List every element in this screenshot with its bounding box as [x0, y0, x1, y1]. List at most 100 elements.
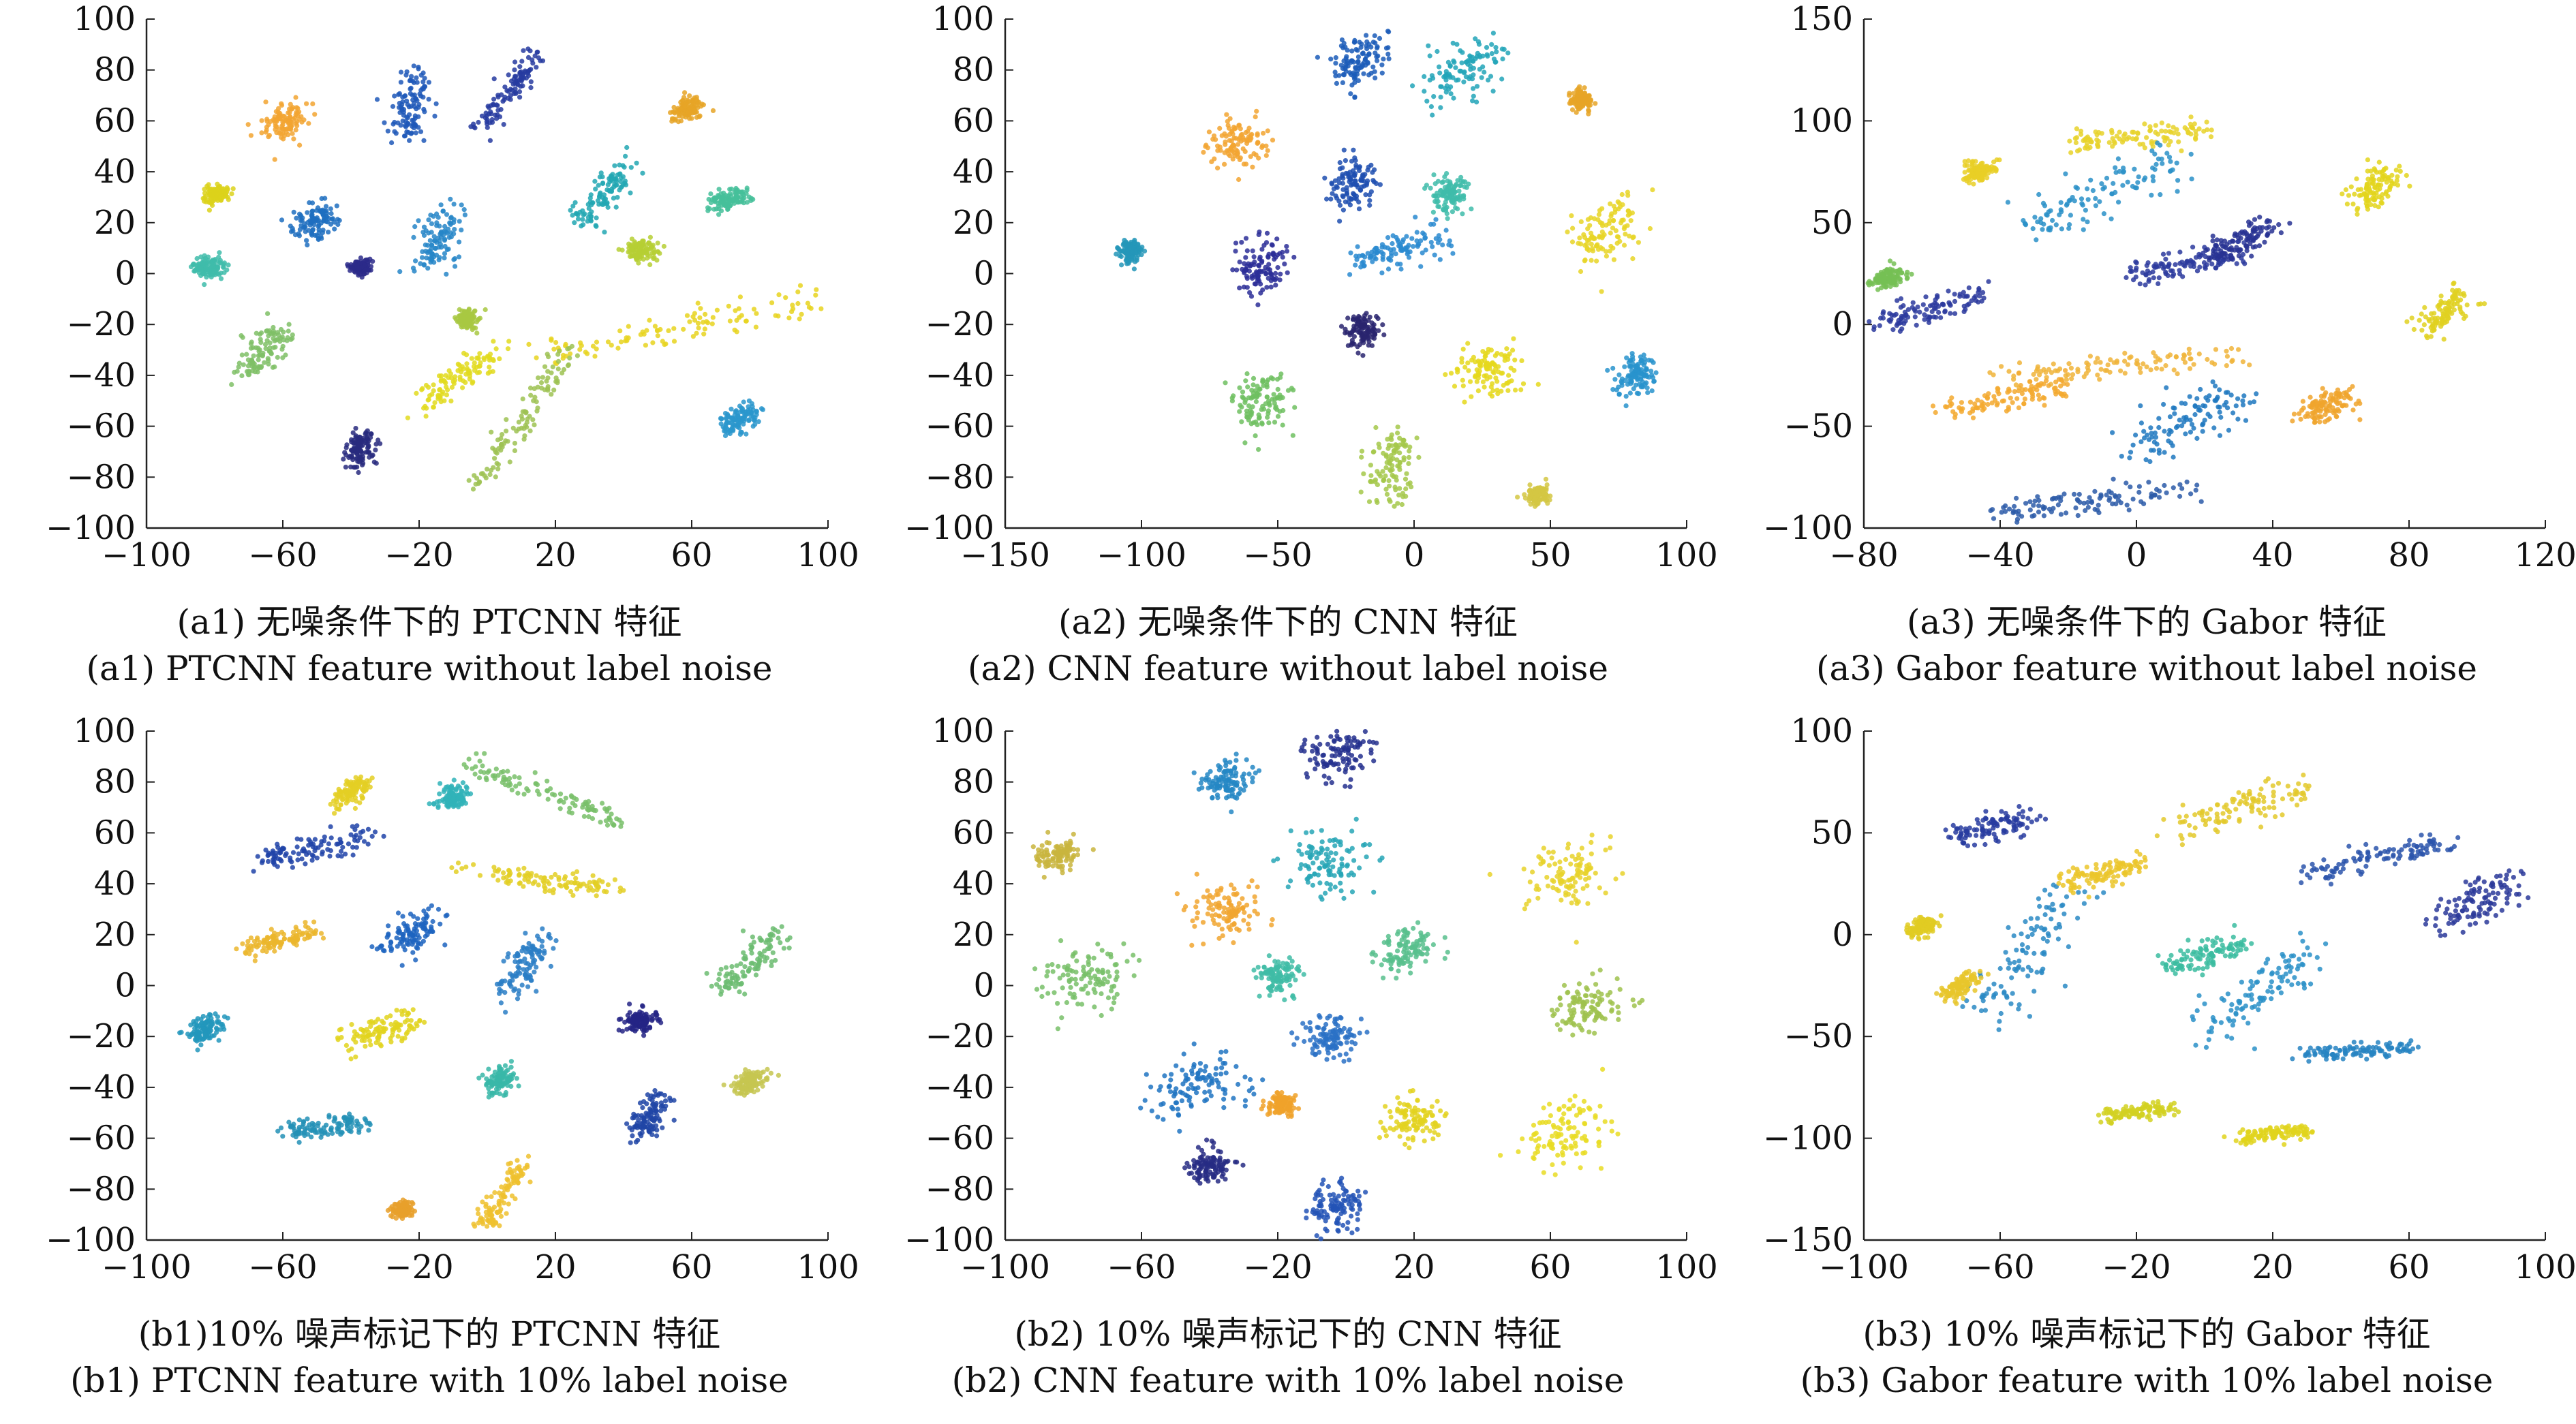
data-point [2188, 356, 2194, 362]
data-point [1244, 414, 1250, 420]
data-point [2063, 373, 2068, 378]
data-point [1940, 301, 1946, 307]
data-point [440, 389, 446, 394]
data-point [1487, 374, 1493, 380]
data-point [2064, 377, 2069, 382]
data-point [2176, 139, 2181, 144]
data-point [572, 220, 577, 226]
data-point [470, 311, 475, 317]
data-point [643, 247, 649, 252]
data-point [2087, 144, 2093, 150]
x-tick: −150 [960, 520, 1050, 574]
data-point [1441, 179, 1446, 185]
data-point [2096, 138, 2102, 144]
data-point [2046, 367, 2052, 372]
data-point [2252, 217, 2258, 222]
data-point [1927, 303, 1933, 309]
data-point [419, 255, 425, 260]
data-point [1236, 176, 1242, 183]
data-point [314, 233, 320, 238]
data-point [1474, 99, 1479, 105]
data-point [1629, 368, 1634, 374]
data-point [1936, 304, 1942, 309]
data-point [2159, 120, 2164, 125]
data-point [2075, 369, 2081, 375]
data-point [1375, 469, 1380, 474]
data-point [1495, 391, 1501, 397]
y-tick: −40 [67, 356, 155, 394]
data-point [773, 313, 778, 318]
data-point [1867, 319, 1872, 324]
x-tick: 50 [1529, 520, 1571, 574]
data-point [1387, 483, 1392, 489]
data-point [2109, 130, 2115, 136]
data-point [776, 292, 782, 298]
data-point [2446, 304, 2451, 310]
cluster-5 [1322, 147, 1383, 224]
data-point [1375, 482, 1380, 488]
data-point [406, 104, 412, 110]
data-point [549, 337, 554, 343]
data-point [426, 97, 431, 102]
data-point [2023, 221, 2028, 227]
data-point [1328, 57, 1334, 62]
data-point [1349, 330, 1354, 336]
data-point [1621, 217, 1626, 223]
data-point [461, 207, 467, 213]
data-point [1357, 325, 1362, 330]
data-point [425, 250, 431, 256]
data-point [2156, 156, 2161, 161]
data-point [593, 186, 598, 191]
data-point [1452, 194, 1457, 199]
data-point [1397, 467, 1402, 472]
data-point [525, 46, 531, 52]
data-point [1349, 58, 1355, 63]
data-point [249, 368, 255, 374]
data-point [592, 354, 598, 359]
data-point [1633, 382, 1638, 388]
x-tick: −40 [1965, 520, 2035, 574]
data-point [1471, 93, 1476, 99]
data-point [1240, 266, 1245, 272]
data-point [575, 216, 581, 221]
data-point [1905, 314, 1911, 320]
data-point [2175, 131, 2181, 137]
data-point [1399, 501, 1405, 508]
data-point [1353, 165, 1359, 170]
data-point [489, 120, 495, 125]
data-point [1355, 78, 1361, 83]
data-point [2363, 197, 2369, 202]
data-point [2355, 207, 2360, 213]
data-point [1964, 175, 1969, 181]
data-point [517, 95, 523, 100]
y-tick: 40 [953, 153, 1013, 191]
data-point [1444, 211, 1450, 217]
data-point [1253, 399, 1259, 405]
data-point [2093, 203, 2098, 208]
data-point [2213, 243, 2218, 248]
data-point [191, 261, 196, 266]
data-point [264, 119, 270, 124]
data-point [1484, 45, 1490, 50]
data-point [403, 93, 408, 99]
data-point [1448, 91, 1454, 97]
data-point [2174, 160, 2179, 166]
data-point [1433, 194, 1439, 199]
cluster-14 [1223, 371, 1298, 452]
data-point [335, 217, 340, 222]
data-point [2116, 200, 2121, 205]
y-tick: −80 [925, 458, 1013, 496]
data-point [513, 91, 519, 96]
data-point [1123, 258, 1129, 263]
y-tick-label: 20 [94, 204, 136, 242]
data-point [534, 65, 539, 70]
data-point [1636, 391, 1642, 397]
data-point [528, 79, 534, 84]
y-tick-label: 40 [94, 153, 136, 191]
data-point [2228, 245, 2234, 251]
data-point [1383, 473, 1388, 479]
data-point [684, 313, 690, 318]
data-point [2166, 142, 2171, 148]
data-point [2005, 200, 2010, 205]
data-point [435, 394, 441, 399]
